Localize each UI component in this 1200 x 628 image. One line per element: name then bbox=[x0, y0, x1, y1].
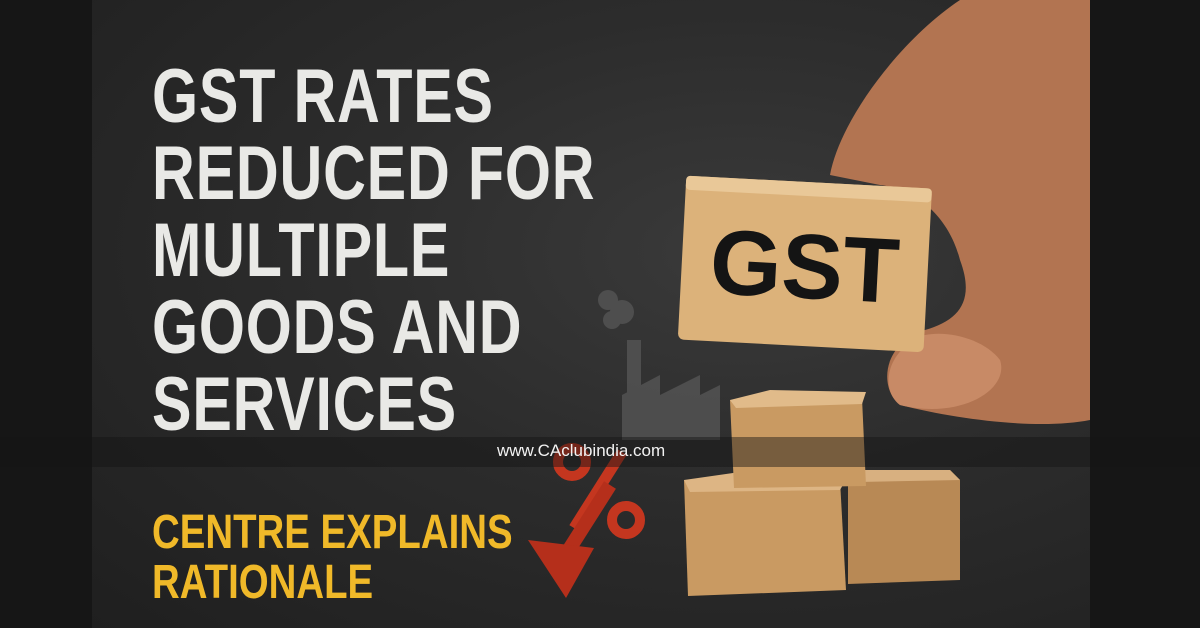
factory-icon bbox=[598, 290, 720, 440]
subheadline-line: CENTRE EXPLAINS bbox=[152, 506, 513, 559]
subheadline: CENTRE EXPLAINS RATIONALE bbox=[152, 508, 603, 608]
headline-line: GOODS AND bbox=[152, 285, 523, 370]
headline: GST RATES REDUCED FOR MULTIPLE GOODS AND… bbox=[152, 58, 720, 443]
percent-down-arrow-icon bbox=[528, 443, 645, 598]
subheadline-line: RATIONALE bbox=[152, 556, 374, 609]
headline-line: GST RATES bbox=[152, 54, 494, 139]
cardboard-boxes bbox=[684, 390, 960, 596]
headline-line: SERVICES bbox=[152, 362, 457, 447]
watermark-band bbox=[0, 437, 1200, 467]
hand bbox=[830, 0, 1090, 425]
block-label: GST bbox=[708, 211, 902, 323]
headline-line: MULTIPLE bbox=[152, 208, 451, 293]
headline-line: REDUCED FOR bbox=[152, 131, 596, 216]
watermark-url: www.CAclubindia.com bbox=[497, 441, 666, 460]
gst-wood-block: GST bbox=[678, 175, 932, 353]
